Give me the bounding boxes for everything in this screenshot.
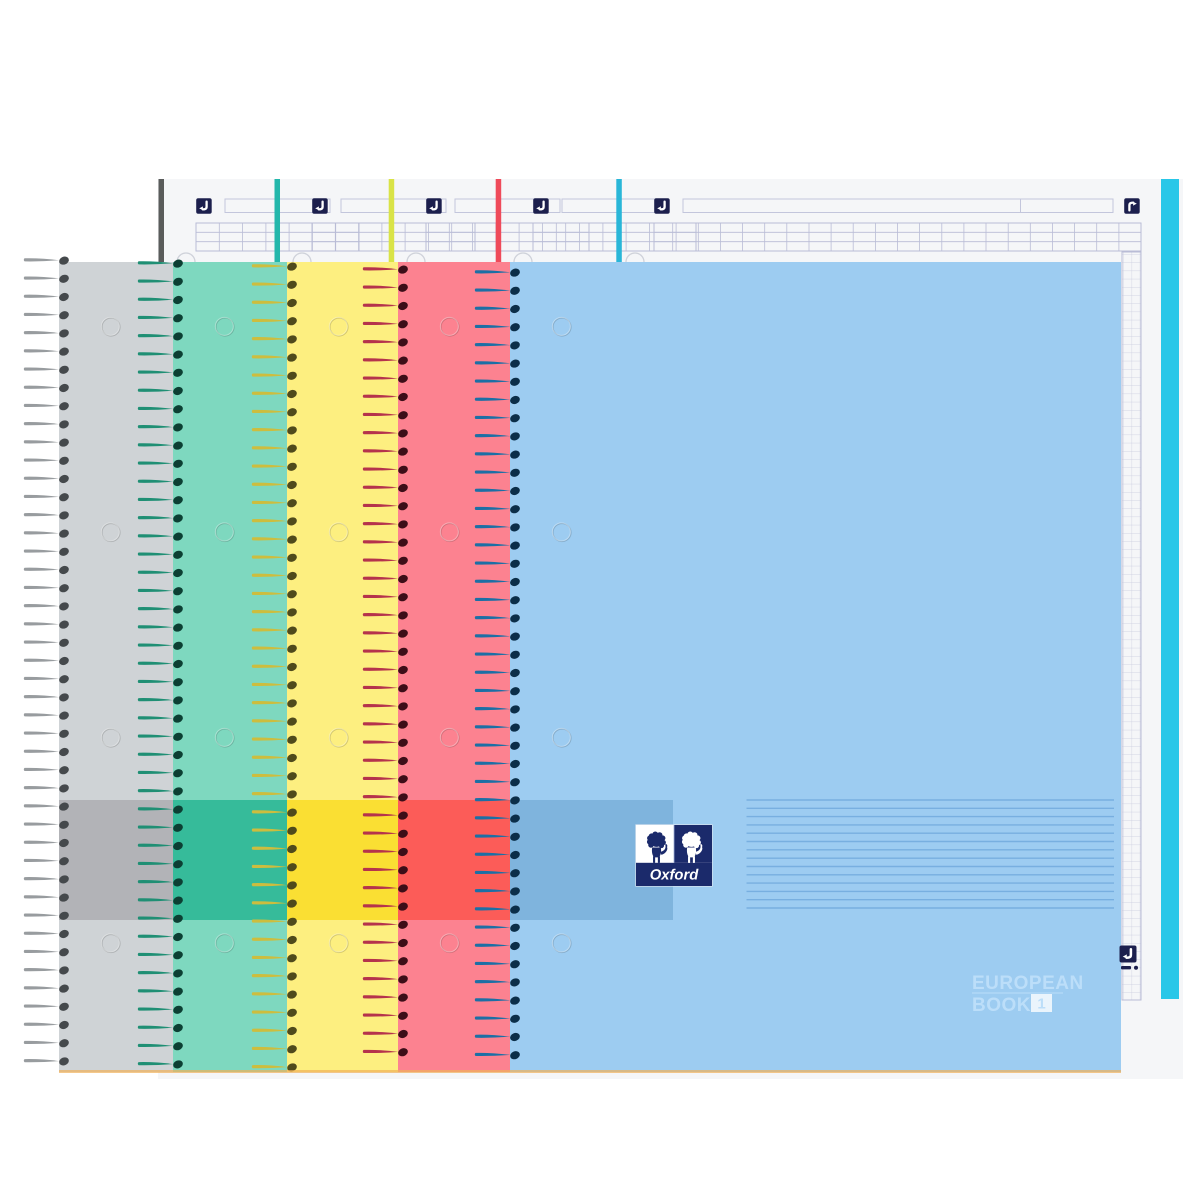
svg-text:1: 1 bbox=[1037, 996, 1045, 1013]
svg-text:EUROPEAN: EUROPEAN bbox=[972, 973, 1084, 994]
svg-text:Oxford: Oxford bbox=[650, 868, 699, 884]
svg-text:BOOK: BOOK bbox=[972, 995, 1031, 1016]
